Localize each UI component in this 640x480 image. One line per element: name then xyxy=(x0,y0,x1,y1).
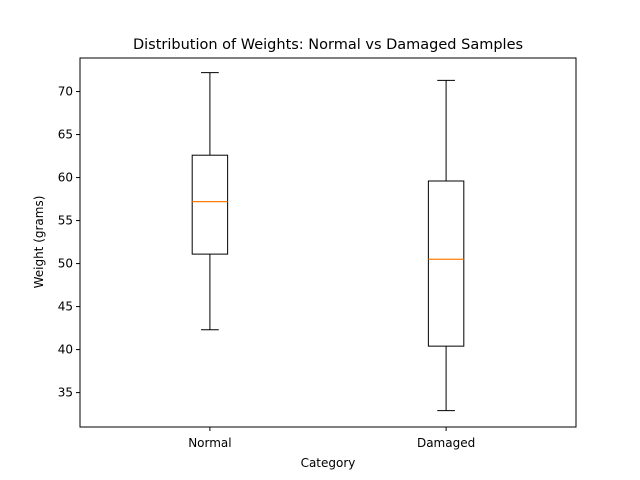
y-tick-label: 70 xyxy=(58,85,73,99)
plot-area-frame xyxy=(79,57,577,428)
x-axis-label: Category xyxy=(301,456,356,470)
boxes-layer xyxy=(191,72,465,412)
x-tick-label: Damaged xyxy=(417,436,475,450)
y-axis-label: Weight (grams) xyxy=(32,196,46,289)
y-tick-label: 45 xyxy=(58,300,73,314)
box-normal xyxy=(191,72,229,331)
chart-title: Distribution of Weights: Normal vs Damag… xyxy=(133,37,523,53)
iqr-box xyxy=(191,154,229,255)
y-tick-label: 50 xyxy=(58,257,73,271)
y-tick-label: 65 xyxy=(58,128,73,142)
y-axis: 35 40 45 50 55 60 65 70 xyxy=(58,85,80,400)
y-tick-label: 35 xyxy=(58,386,73,400)
x-axis: Normal Damaged xyxy=(188,427,475,450)
y-tick-label: 40 xyxy=(58,343,73,357)
y-tick-label: 60 xyxy=(58,171,73,185)
box-damaged xyxy=(427,79,465,412)
y-tick-label: 55 xyxy=(58,214,73,228)
x-tick-label: Normal xyxy=(188,436,231,450)
iqr-box xyxy=(427,180,465,347)
